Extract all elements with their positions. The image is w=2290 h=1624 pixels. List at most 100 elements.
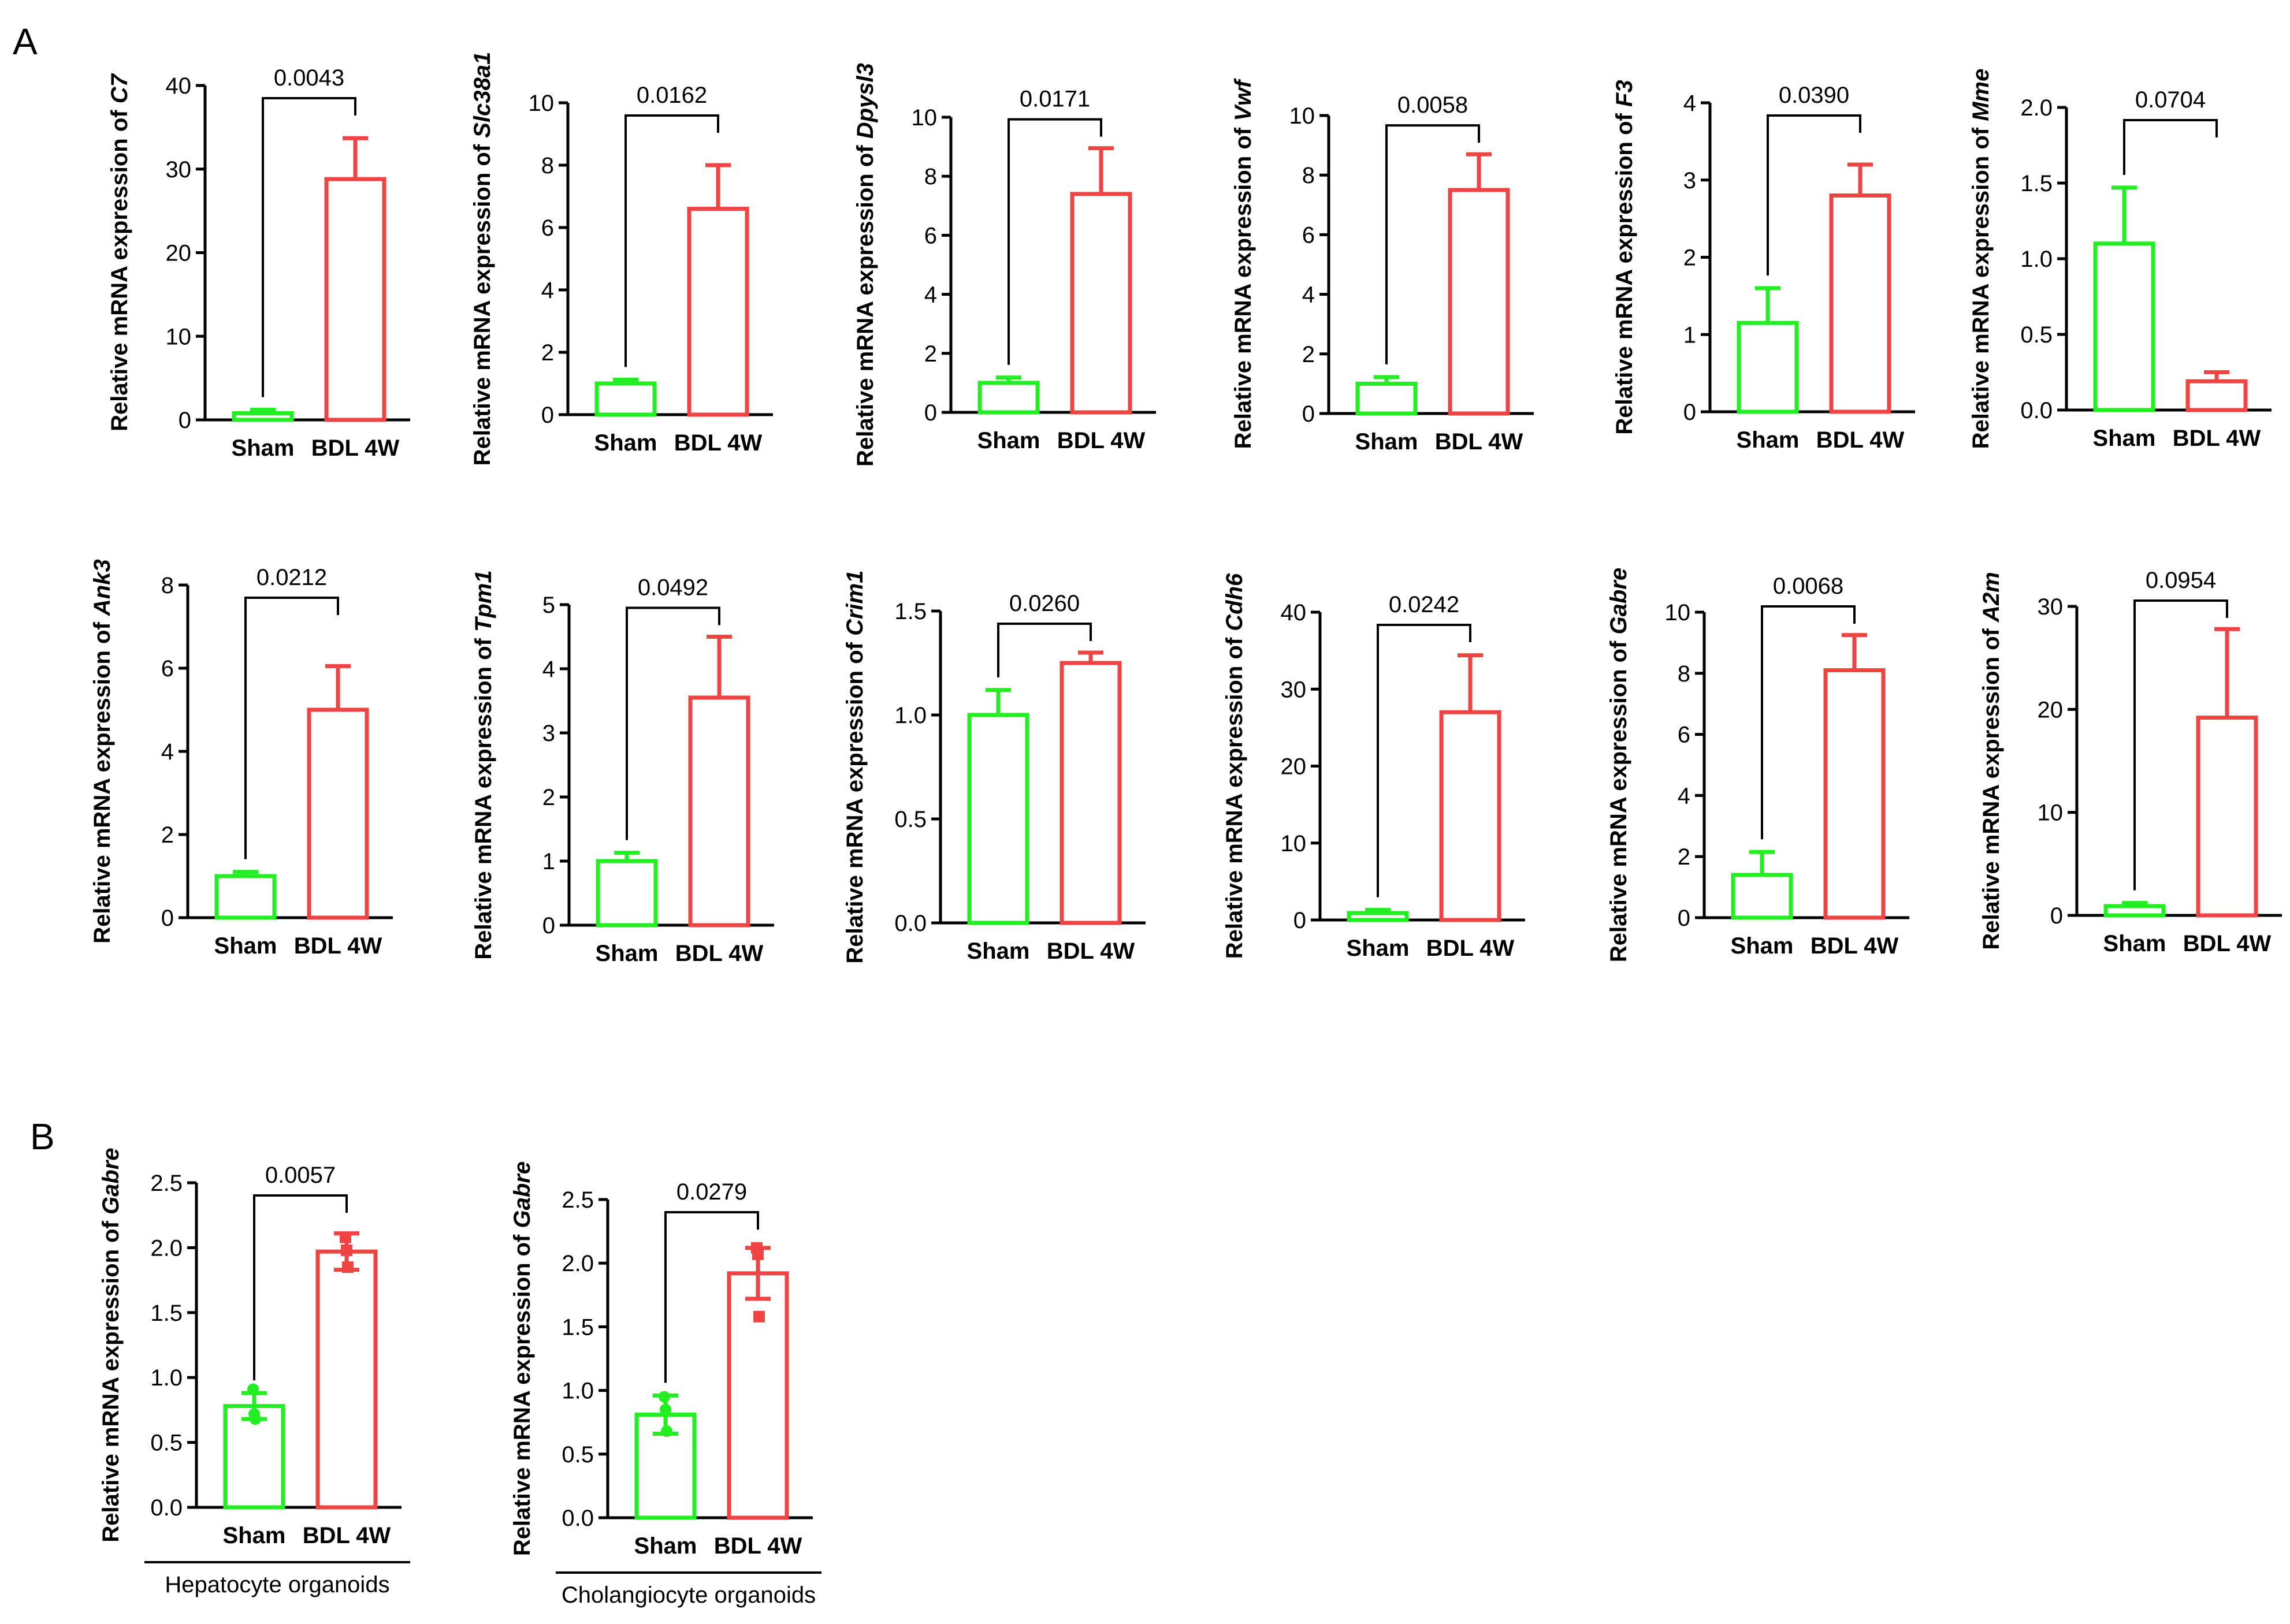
y-axis-title-gene: Gabre	[98, 1148, 124, 1215]
category-label: BDL 4W	[1426, 936, 1515, 961]
bar-chart-gabre-13: 0.0 0.5 1.0 1.5 2.0 2.5 Relative mRNA expressi…	[510, 1161, 821, 1608]
bdl-bar	[688, 695, 750, 928]
y-tick-label: 10	[912, 105, 938, 131]
data-point	[660, 1403, 671, 1416]
y-tick-label: 0.5	[894, 807, 927, 832]
y-tick-label: 2	[924, 341, 937, 367]
y-tick-label: 1.5	[2020, 171, 2053, 196]
category-label: BDL 4W	[674, 430, 763, 456]
y-axis-title-gene: A2m	[1979, 572, 2004, 623]
p-value-label: 0.0162	[637, 83, 707, 108]
y-tick-label: 2.0	[150, 1235, 183, 1261]
category-label: BDL 4W	[1435, 429, 1523, 455]
category-label: Sham	[2103, 931, 2166, 956]
y-tick-label: 2	[541, 340, 554, 366]
p-value-label: 0.0068	[1773, 573, 1843, 599]
y-tick-label: 1.5	[150, 1301, 183, 1326]
y-tick-label: 4	[542, 657, 555, 682]
sham-bar	[1731, 873, 1793, 920]
bar-chart-f3-4: 0 1 2 3 4 Relative mRNA expression of F3 Sham B…	[1612, 80, 1915, 453]
category-label: Sham	[594, 430, 657, 456]
sham-bar	[1347, 911, 1409, 922]
significance-bracket	[2123, 119, 2218, 175]
y-axis-title: Relative mRNA expression of F3	[1612, 80, 1637, 434]
y-axis-title-prefix: Relative mRNA expression of	[1612, 107, 1637, 435]
category-label: BDL 4W	[714, 1533, 802, 1559]
y-axis-title: Relative mRNA expression of Dpysl3	[853, 63, 878, 467]
sham-bar	[1355, 381, 1418, 416]
category-label: Sham	[977, 428, 1040, 453]
significance-bracket	[253, 1194, 348, 1381]
y-tick-label: 5	[542, 593, 555, 618]
y-tick-label: 4	[1683, 91, 1696, 116]
y-tick-label: 4	[1302, 282, 1315, 308]
y-tick-label: 0.5	[150, 1431, 183, 1456]
y-axis-title-gene: Gabre	[1606, 568, 1631, 635]
p-value-label: 0.0260	[1009, 591, 1080, 616]
category-label: Sham	[1347, 936, 1410, 961]
y-tick-label: 6	[541, 215, 554, 241]
y-axis-title: Relative mRNA expression of Tpm1	[471, 570, 496, 959]
sham-bar	[967, 713, 1029, 925]
p-value-label: 0.0043	[274, 65, 344, 91]
data-point	[659, 1391, 670, 1403]
data-point	[341, 1244, 352, 1256]
y-tick-label: 0	[542, 913, 555, 938]
y-axis-title-gene: Mme	[1968, 69, 1994, 121]
group-label: Hepatocyte organoids	[165, 1572, 389, 1597]
y-tick-label: 1.0	[2020, 247, 2053, 272]
data-point	[661, 1425, 672, 1437]
significance-bracket	[1761, 605, 1856, 840]
y-tick-label: 0	[2050, 903, 2063, 929]
y-axis-title-prefix: Relative mRNA expression of	[510, 1228, 535, 1556]
y-tick-label: 6	[924, 223, 937, 248]
p-value-label: 0.0057	[265, 1163, 336, 1188]
y-tick-label: 0.5	[562, 1442, 594, 1467]
p-value-label: 0.0279	[676, 1179, 747, 1205]
p-value-label: 0.0171	[1020, 87, 1090, 112]
y-tick-label: 8	[1302, 163, 1315, 188]
y-tick-label: 6	[161, 656, 174, 681]
bdl-bar	[1448, 188, 1510, 416]
bar-chart-c7-0: 0 10 20 30 40 Relative mRNA expression of C7 S…	[107, 65, 410, 461]
y-tick-label: 20	[2038, 697, 2064, 722]
bdl-bar	[1060, 661, 1122, 925]
y-tick-label: 8	[541, 153, 554, 178]
category-label: BDL 4W	[294, 933, 382, 959]
y-axis-title-prefix: Relative mRNA expression of	[1230, 121, 1256, 449]
category-label: Sham	[1355, 429, 1418, 455]
y-tick-label: 4	[161, 739, 174, 765]
y-tick-label: 6	[1678, 722, 1690, 748]
category-label: BDL 4W	[1811, 933, 1899, 959]
y-tick-label: 3	[542, 721, 555, 746]
sham-bar	[214, 874, 277, 920]
bdl-bar	[324, 177, 386, 422]
y-tick-label: 0	[541, 403, 554, 428]
y-tick-label: 0.0	[894, 911, 927, 936]
bar-chart-vwf-3: 0 2 4 6 8 10 Relative mRNA expression of Vwf Sh…	[1230, 78, 1534, 455]
y-tick-label: 0.5	[2020, 322, 2053, 348]
y-tick-label: 2	[1678, 844, 1690, 870]
p-value-label: 0.0058	[1397, 92, 1468, 118]
significance-bracket	[1767, 114, 1861, 275]
y-tick-label: 4	[924, 282, 937, 308]
sham-bar	[2093, 241, 2155, 412]
y-tick-label: 1	[1683, 322, 1696, 348]
p-value-label: 0.0390	[1779, 83, 1849, 108]
category-label: Sham	[634, 1533, 697, 1559]
y-tick-label: 2	[1683, 245, 1696, 271]
y-axis-title: Relative mRNA expression of Ank3	[90, 559, 115, 943]
y-axis-title-prefix: Relative mRNA expression of	[107, 103, 132, 431]
bdl-bar	[1070, 192, 1132, 415]
y-tick-label: 0	[1683, 400, 1696, 425]
category-label: Sham	[967, 938, 1030, 964]
y-axis-title: Relative mRNA expression of Mme	[1968, 69, 1994, 449]
y-tick-label: 2	[542, 785, 555, 810]
category-label: BDL 4W	[1816, 427, 1905, 453]
category-label: BDL 4W	[311, 435, 400, 461]
y-tick-label: 2.0	[2020, 95, 2053, 121]
y-axis-title-prefix: Relative mRNA expression of	[1606, 635, 1631, 963]
bar-chart-slc38a1-1: 0 2 4 6 8 10 Relative mRNA expression of Slc38…	[470, 52, 773, 465]
y-tick-label: 0.0	[150, 1495, 183, 1521]
